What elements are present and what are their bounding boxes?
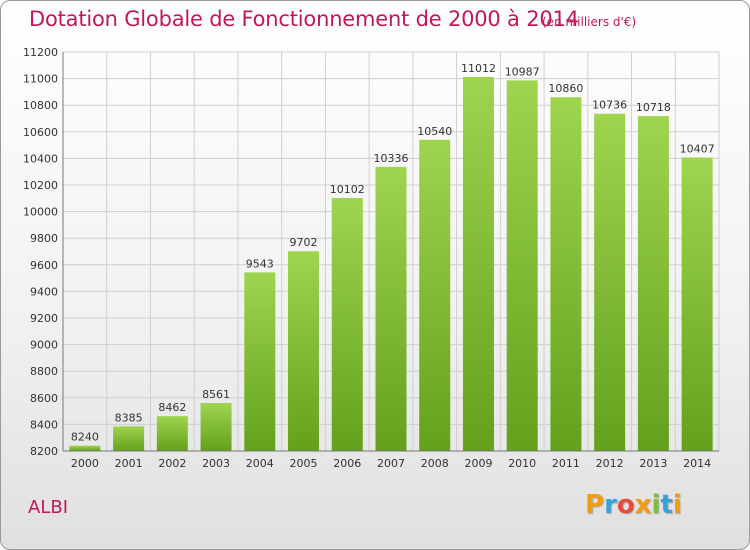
place-name: ALBI [28,497,68,518]
y-tick-label: 10600 [23,126,58,139]
data-label-2006: 10102 [330,183,365,196]
data-label-2008: 10540 [417,125,452,138]
bar-2010 [506,80,538,451]
y-tick-label: 9800 [30,232,58,245]
data-label-2002: 8462 [158,401,186,414]
bars [69,77,713,452]
bar-2014 [681,157,713,451]
y-tick-label: 9600 [30,259,58,272]
y-tick-label: 9000 [30,339,58,352]
x-tick-label-2008: 2008 [421,457,449,470]
data-label-2014: 10407 [680,142,715,155]
x-tick-label-2011: 2011 [552,457,580,470]
x-tick-label-2000: 2000 [71,457,99,470]
chart-unit: (en milliers d'€) [542,15,637,29]
x-tick-label-2002: 2002 [158,457,186,470]
x-tick-label-2010: 2010 [508,457,536,470]
bar-2013 [637,116,669,451]
bar-2007 [375,166,407,452]
data-label-2010: 10987 [505,65,540,78]
logo-letter: i [651,490,661,520]
x-tick-label-2014: 2014 [683,457,711,470]
data-label-2004: 9543 [246,257,274,270]
logo-letter: o [616,490,635,520]
proxiti-logo: Proxiti [585,490,682,520]
y-tick-label: 10200 [23,179,58,192]
y-tick-label: 10400 [23,152,58,165]
bar-2009 [462,77,494,451]
data-label-2012: 10736 [592,99,627,112]
bar-2004 [244,272,276,451]
bar-2001 [113,426,145,451]
logo-letter: P [585,490,605,520]
logo-letter: x [634,490,652,520]
bar-2011 [550,97,582,451]
x-tick-label-2005: 2005 [290,457,318,470]
data-label-2011: 10860 [548,82,583,95]
bar-2012 [594,113,626,451]
data-label-2000: 8240 [71,431,99,444]
logo-letter: i [672,490,682,520]
x-tick-label-2003: 2003 [202,457,230,470]
data-label-2001: 8385 [115,411,143,424]
x-tick-label-2004: 2004 [246,457,274,470]
x-tick-label-2007: 2007 [377,457,405,470]
y-tick-label: 9200 [30,312,58,325]
data-labels: 8240 8385 8462 8561 9543 9702 10102 10336 10540 1… [71,62,715,444]
y-tick-label: 8800 [30,365,58,378]
data-label-2009: 11012 [461,62,496,75]
logo-letter: t [660,490,673,520]
logo-letter: r [604,490,617,520]
bar-2005 [288,251,320,451]
chart-title: Dotation Globale de Fonctionnement de 20… [29,7,579,31]
data-label-2013: 10718 [636,101,671,114]
x-tick-label-2006: 2006 [333,457,361,470]
y-tick-label: 8400 [30,418,58,431]
y-tick-label: 11200 [23,46,58,59]
y-tick-label: 11000 [23,73,58,86]
y-tick-label: 10000 [23,206,58,219]
x-tick-label-2009: 2009 [464,457,492,470]
data-label-2007: 10336 [374,152,409,165]
bar-2008 [419,139,451,451]
data-label-2005: 9702 [290,236,318,249]
bar-2006 [331,198,363,451]
x-tick-label-2012: 2012 [596,457,624,470]
bar-2003 [200,402,232,451]
axes: 8200 8400 8600 8800 9000 9200 9400 9600 9800 1000… [23,46,719,470]
y-tick-label: 8600 [30,392,58,405]
bar-2000 [69,445,101,451]
data-label-2003: 8561 [202,388,230,401]
y-tick-label: 9400 [30,285,58,298]
x-tick-label-2013: 2013 [639,457,667,470]
y-tick-label: 10800 [23,99,58,112]
x-tick-label-2001: 2001 [115,457,143,470]
y-tick-label: 8200 [30,445,58,458]
bar-2002 [156,416,188,451]
